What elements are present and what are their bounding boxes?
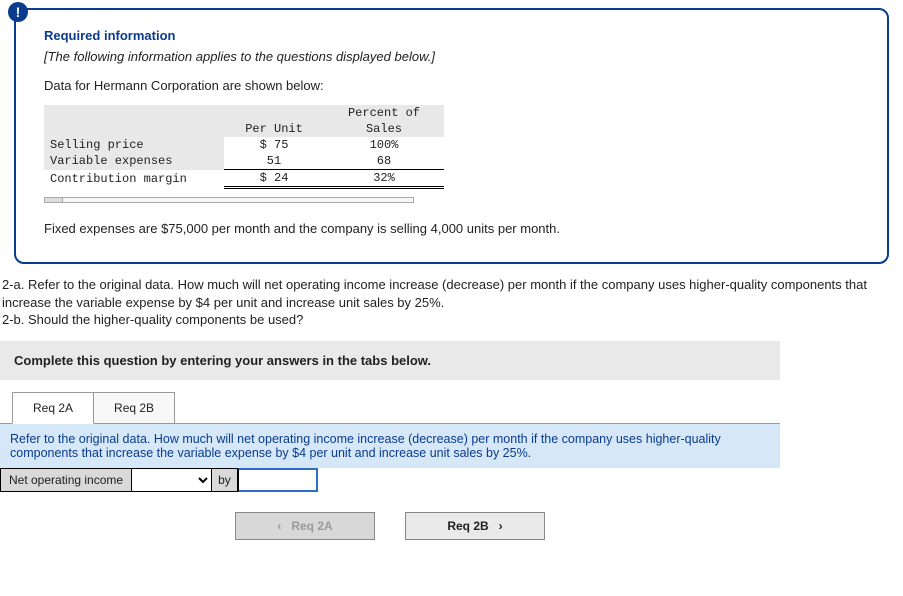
- increase-decrease-select[interactable]: [132, 468, 212, 492]
- amount-input[interactable]: [238, 468, 318, 492]
- cell-percent: 68: [324, 153, 444, 170]
- table-row: Selling price $ 75 100%: [44, 137, 444, 153]
- tab-strip: Req 2A Req 2B: [12, 392, 780, 424]
- table-header-percent-l1: Percent of: [324, 105, 444, 121]
- chevron-right-icon: ›: [499, 519, 503, 533]
- next-button[interactable]: Req 2B ›: [405, 512, 545, 540]
- intro-text: Data for Hermann Corporation are shown b…: [44, 78, 859, 93]
- instruction-bar: Complete this question by entering your …: [0, 341, 780, 380]
- prev-button-label: Req 2A: [291, 519, 332, 533]
- table-header-blank2: [44, 121, 224, 137]
- table-header-perunit-text: Per Unit: [224, 121, 324, 137]
- question-text-block: 2-a. Refer to the original data. How muc…: [2, 276, 901, 329]
- tab-body: Refer to the original data. How much wil…: [0, 423, 780, 540]
- table-header-blank: [44, 105, 224, 121]
- applies-subtext: [The following information applies to th…: [44, 49, 859, 64]
- cell-perunit: $ 24: [224, 170, 324, 188]
- next-button-label: Req 2B: [447, 519, 488, 533]
- scrollbar-thumb[interactable]: [45, 198, 63, 202]
- by-label: by: [212, 468, 238, 492]
- table-scrollbar[interactable]: [44, 197, 414, 203]
- cell-perunit: 51: [224, 153, 324, 170]
- table-header-perunit: [224, 105, 324, 121]
- required-info-panel: ! Required information [The following in…: [14, 8, 889, 264]
- cell-label: Contribution margin: [44, 170, 224, 188]
- fixed-expenses-text: Fixed expenses are $75,000 per month and…: [44, 221, 859, 236]
- cell-label: Variable expenses: [44, 153, 224, 170]
- data-table: Percent of Per Unit Sales Selling price …: [44, 105, 444, 189]
- cell-label: Selling price: [44, 137, 224, 153]
- cell-percent: 100%: [324, 137, 444, 153]
- tab-req-2b[interactable]: Req 2B: [93, 392, 175, 424]
- table-row: Contribution margin $ 24 32%: [44, 170, 444, 188]
- table-header-percent-l2: Sales: [324, 121, 444, 137]
- answer-row-label: Net operating income: [0, 468, 132, 492]
- question-2a: 2-a. Refer to the original data. How muc…: [2, 276, 901, 311]
- alert-icon: !: [8, 2, 28, 22]
- answer-block: Complete this question by entering your …: [0, 341, 780, 540]
- answer-row: Net operating income by: [0, 468, 780, 492]
- cell-perunit: $ 75: [224, 137, 324, 153]
- question-2b: 2-b. Should the higher-quality component…: [2, 311, 901, 329]
- table-row: Variable expenses 51 68: [44, 153, 444, 170]
- tabs-spacer: [174, 392, 780, 424]
- tab-description: Refer to the original data. How much wil…: [0, 424, 780, 468]
- prev-button[interactable]: ‹ Req 2A: [235, 512, 375, 540]
- tab-req-2a[interactable]: Req 2A: [12, 392, 94, 424]
- chevron-left-icon: ‹: [277, 519, 281, 533]
- nav-buttons: ‹ Req 2A Req 2B ›: [0, 512, 780, 540]
- cell-percent: 32%: [324, 170, 444, 188]
- required-heading: Required information: [44, 28, 859, 43]
